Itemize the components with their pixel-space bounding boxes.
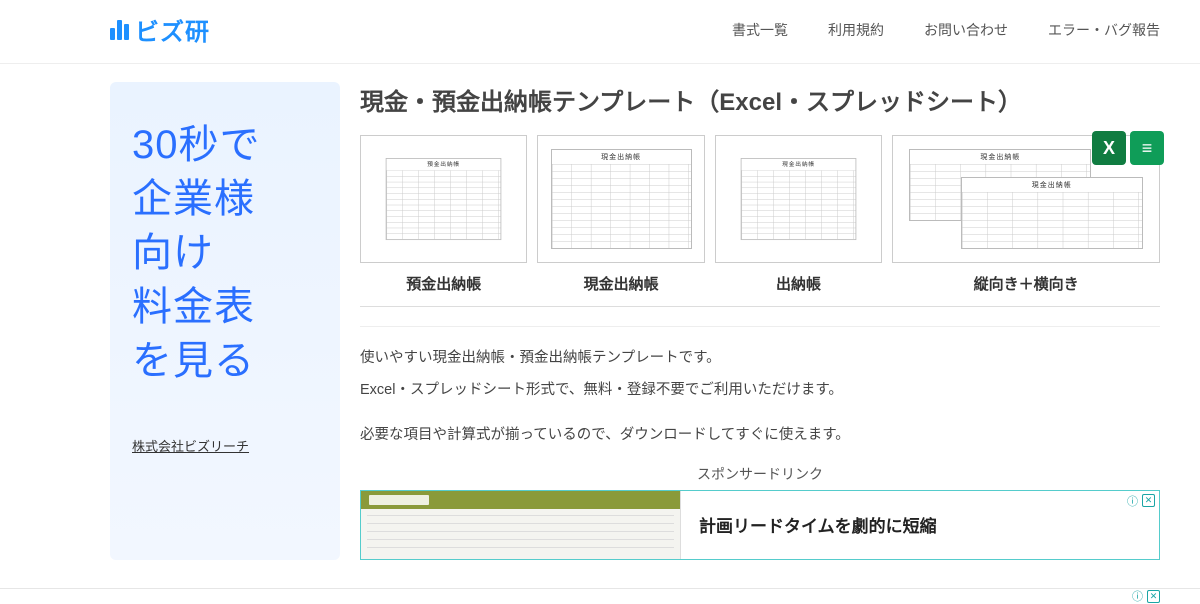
excel-icon: X — [1092, 131, 1126, 165]
page-title: 現金・預金出納帳テンプレート（Excel・スプレッドシート） — [360, 82, 1160, 117]
template-label: 縦向き＋横向き — [970, 263, 1083, 306]
template-gallery: X ≡ 預金出納帳 預金出納帳 現金出納帳 現金出納帳 現金出納帳 出納帳 — [360, 135, 1160, 307]
template-label: 現金出納帳 — [580, 263, 663, 306]
inline-ad[interactable]: 計画リードタイムを劇的に短縮 ⓘ ✕ — [360, 490, 1160, 560]
description: 使いやすい現金出納帳・預金出納帳テンプレートです。 Excel・スプレッドシート… — [360, 345, 1160, 450]
footer-ad-strip: ⓘ ✕ — [0, 588, 1200, 600]
nav-formats[interactable]: 書式一覧 — [732, 20, 788, 40]
ad-controls: ⓘ ✕ — [1127, 493, 1155, 509]
nav-bugreport[interactable]: エラー・バグ報告 — [1048, 20, 1160, 40]
nav-contact[interactable]: お問い合わせ — [924, 20, 1008, 40]
desc-line: 使いやすい現金出納帳・預金出納帳テンプレートです。 — [360, 345, 1160, 373]
ad-close-icon[interactable]: ✕ — [1147, 590, 1160, 603]
site-header: ビズ研 書式一覧 利用規約 お問い合わせ エラー・バグ報告 — [0, 0, 1200, 64]
gallery-divider — [360, 307, 1160, 327]
logo[interactable]: ビズ研 — [110, 12, 210, 47]
sidebar-promo-text: 30秒で 企業様 向け 料金表 を見る — [132, 118, 318, 388]
desc-line: 必要な項目や計算式が揃っているので、ダウンロードしてすぐに使えます。 — [360, 422, 1160, 450]
template-card[interactable]: 現金出納帳 出納帳 — [715, 135, 882, 306]
template-thumb: 預金出納帳 — [360, 135, 527, 263]
sidebar-ad[interactable]: 30秒で 企業様 向け 料金表 を見る 株式会社ビズリーチ — [110, 82, 340, 560]
template-thumb: 現金出納帳 — [537, 135, 704, 263]
ad-thumbnail — [361, 491, 681, 559]
main-content: 現金・預金出納帳テンプレート（Excel・スプレッドシート） X ≡ 預金出納帳… — [360, 82, 1160, 560]
ad-headline: 計画リードタイムを劇的に短縮 — [681, 491, 1159, 559]
ad-close-icon[interactable]: ✕ — [1142, 494, 1155, 507]
ad-info-icon[interactable]: ⓘ — [1127, 493, 1138, 509]
logo-text: ビズ研 — [135, 12, 210, 47]
desc-line: Excel・スプレッドシート形式で、無料・登録不要でご利用いただけます。 — [360, 377, 1160, 405]
logo-bars-icon — [110, 20, 129, 40]
template-card[interactable]: 預金出納帳 預金出納帳 — [360, 135, 527, 306]
sheets-icon: ≡ — [1130, 131, 1164, 165]
footer-ad-controls: ⓘ ✕ — [1132, 588, 1160, 604]
template-card[interactable]: 現金出納帳 現金出納帳 — [537, 135, 704, 306]
body-layout: 30秒で 企業様 向け 料金表 を見る 株式会社ビズリーチ 現金・預金出納帳テン… — [0, 64, 1200, 560]
template-label: 預金出納帳 — [402, 263, 485, 306]
ad-info-icon[interactable]: ⓘ — [1132, 588, 1143, 604]
format-icons: X ≡ — [1092, 131, 1164, 165]
template-label: 出納帳 — [772, 263, 825, 306]
primary-nav: 書式一覧 利用規約 お問い合わせ エラー・バグ報告 — [732, 20, 1160, 40]
nav-terms[interactable]: 利用規約 — [828, 20, 884, 40]
sidebar-company-link[interactable]: 株式会社ビズリーチ — [132, 436, 249, 455]
sponsor-label: スポンサードリンク — [360, 464, 1160, 484]
template-thumb: 現金出納帳 — [715, 135, 882, 263]
